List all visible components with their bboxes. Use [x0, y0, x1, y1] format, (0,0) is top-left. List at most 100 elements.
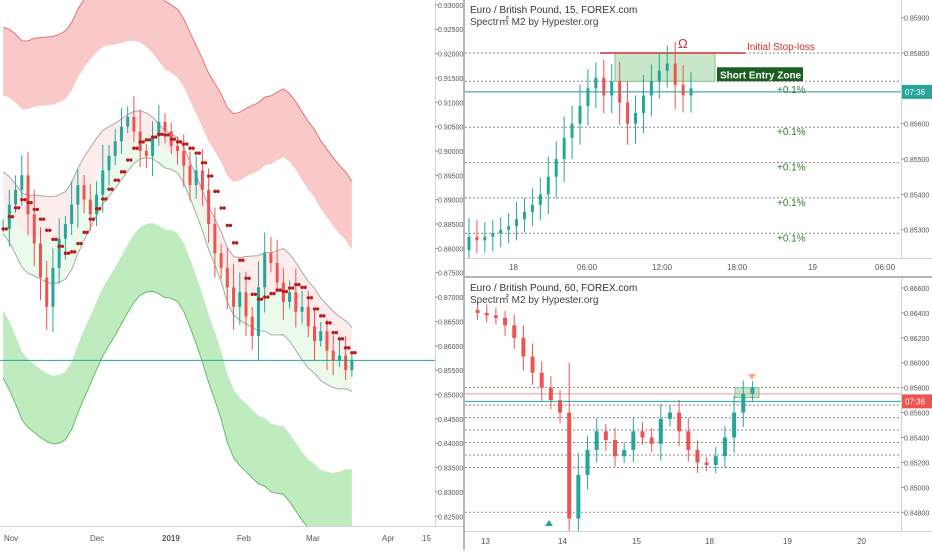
- h1-candle: [658, 418, 663, 444]
- trend-dot: [238, 258, 242, 262]
- time-tick-label: Apr: [382, 534, 395, 543]
- trend-dot: [353, 351, 357, 355]
- trend-dot: [119, 170, 124, 174]
- trend-dot: [294, 282, 298, 287]
- trend-dot: [110, 187, 114, 191]
- trend-dot: [63, 251, 68, 255]
- price-tick-label: 0.85000: [904, 485, 929, 492]
- trend-dot: [163, 133, 167, 137]
- price-tick-label: 0.92000: [438, 52, 463, 59]
- m15-candle: [634, 113, 638, 124]
- trend-dot: [206, 174, 211, 178]
- h1-candle: [613, 440, 617, 457]
- price-tick-label: 0.85600: [904, 411, 929, 418]
- trend-dot: [79, 241, 83, 246]
- daily-candle: [144, 150, 148, 156]
- h1-candle: [503, 317, 508, 326]
- daily-candle: [344, 355, 348, 371]
- current-price-badge-label: 07:36: [905, 397, 926, 406]
- price-tick-label: 0.89000: [438, 198, 463, 205]
- vertical-divider[interactable]: [463, 0, 465, 550]
- h1-candle: [530, 356, 535, 373]
- trend-dot: [69, 250, 74, 254]
- daily-candle: [63, 224, 67, 239]
- trend-dot: [157, 132, 161, 136]
- trend-dot: [138, 140, 142, 144]
- h1-candle: [649, 437, 654, 444]
- h1-chart-panel[interactable]: Euro / British Pound, 60, FOREX.com Spec…: [465, 278, 901, 531]
- target-label: +0.1%: [777, 198, 806, 209]
- h1-candle: [732, 412, 737, 438]
- m15-chart-panel[interactable]: Initial Stop-loss Short Entry Zone Ω +0.1% +…: [465, 0, 901, 258]
- m15-time-axis[interactable]: 18 06:00 12:00 18:00 19 06:00: [465, 258, 932, 276]
- h1-time-axis[interactable]: 13 14 15 18 19 20: [465, 531, 932, 550]
- time-tick-label: 06:00: [875, 263, 896, 272]
- h1-candle: [667, 412, 672, 419]
- trend-dot: [82, 230, 86, 235]
- time-tick-label: 15: [632, 537, 641, 546]
- time-tick-label: 18: [705, 537, 714, 546]
- price-tick-label: 0.90500: [438, 125, 463, 132]
- trend-dot: [32, 207, 36, 212]
- trend-dot: [191, 146, 195, 150]
- price-tick-label: 0.84000: [438, 441, 463, 448]
- trend-dot: [29, 200, 33, 205]
- trend-dot: [66, 251, 71, 255]
- daily-candle: [151, 136, 155, 156]
- h1-price-axis[interactable]: 0.86600 0.86400 0.86200 0.86000 0.85800 0.856…: [901, 278, 932, 531]
- daily-candle: [213, 224, 217, 254]
- m15-candle: [641, 95, 645, 114]
- horizontal-divider[interactable]: [465, 276, 932, 278]
- trend-dot: [272, 291, 276, 296]
- price-tick-label: 0.85600: [904, 122, 929, 129]
- daily-chart-panel[interactable]: [0, 0, 435, 526]
- trend-dot: [213, 189, 217, 194]
- daily-candle: [200, 170, 204, 190]
- price-tick-label: 0.85800: [904, 386, 929, 393]
- trend-dot: [122, 170, 127, 174]
- trend-dot: [7, 215, 12, 219]
- price-tick-label: 0.93000: [438, 3, 463, 10]
- daily-candle: [325, 331, 329, 351]
- price-tick-label: 0.86500: [438, 319, 463, 326]
- time-tick-label: 18: [509, 263, 518, 272]
- trend-dot: [41, 217, 46, 221]
- trend-dot: [203, 161, 208, 165]
- time-tick-label: 18:00: [727, 263, 748, 272]
- daily-candle: [163, 121, 167, 132]
- short-entry-zone: [734, 387, 760, 399]
- trend-dot: [281, 289, 286, 294]
- time-tick-label: 13: [481, 537, 490, 546]
- time-tick-label: Feb: [237, 534, 251, 543]
- daily-price-axis[interactable]: 0.93000 0.92500 0.92000 0.91500 0.91000 0.905…: [435, 0, 463, 526]
- trend-dot: [166, 133, 170, 137]
- trend-dot: [331, 330, 335, 335]
- trend-dot: [216, 189, 220, 194]
- time-tick-label: 19: [783, 537, 792, 546]
- trend-dot: [16, 206, 21, 210]
- time-tick-label: 15: [422, 534, 431, 543]
- trend-dot: [178, 140, 183, 144]
- daily-candle: [313, 326, 317, 341]
- price-tick-label: 0.84800: [904, 510, 929, 517]
- trend-dot: [113, 178, 117, 182]
- time-tick-label: 06:00: [577, 263, 598, 272]
- trend-dot: [141, 140, 145, 144]
- m15-price-axis[interactable]: 0.859000.858000.857000.856000.855000.854…: [901, 0, 932, 258]
- daily-candle: [300, 306, 304, 312]
- daily-candle: [225, 267, 229, 288]
- trend-dot: [334, 330, 339, 335]
- trend-dot: [35, 207, 40, 212]
- daily-chart-plot[interactable]: [0, 0, 435, 526]
- h1-candle: [484, 312, 489, 316]
- trend-dot: [147, 138, 152, 142]
- trend-dot: [73, 250, 77, 254]
- price-tick-label: 0.86200: [904, 336, 929, 343]
- price-tick-label: 0.88000: [438, 246, 463, 253]
- trend-dot: [350, 351, 354, 355]
- current-price-badge: [902, 84, 932, 99]
- daily-time-axis[interactable]: Nov Dec 2019 Feb Mar Apr 15: [0, 526, 463, 550]
- daily-candle: [101, 170, 105, 195]
- m15-candle: [507, 226, 511, 230]
- h1-candle: [695, 449, 700, 463]
